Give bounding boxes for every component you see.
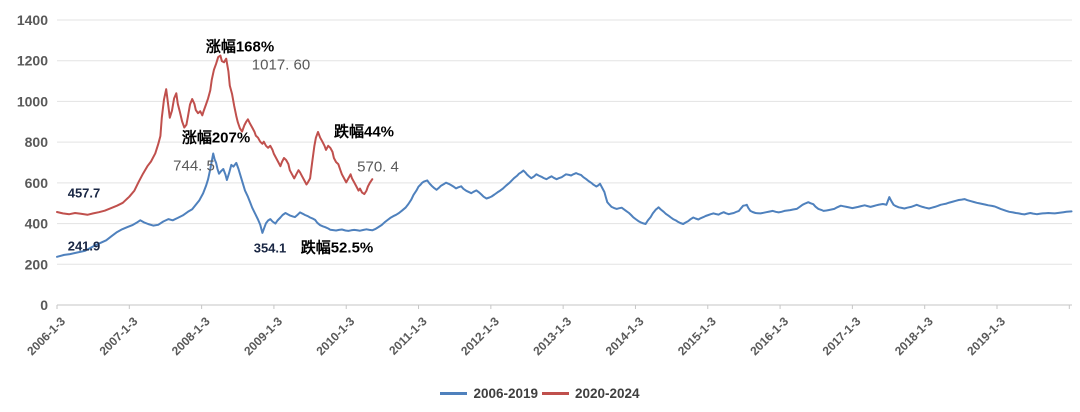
annotation-label: 跌幅44% <box>334 123 394 141</box>
annotation-label: 354.1 <box>254 241 287 256</box>
y-tick-label: 1000 <box>17 93 48 109</box>
legend-item-2020-2024: 2020-2024 <box>542 386 640 401</box>
annotation-label: 570. 4 <box>357 159 399 176</box>
red-line-swatch-icon <box>542 392 569 395</box>
x-tick-label: 2007-1-3 <box>97 314 141 358</box>
y-tick-label: 0 <box>40 297 48 313</box>
series-line-2006-2019 <box>56 152 1073 258</box>
y-tick-label: 800 <box>25 134 49 150</box>
annotation-label: 1017. 60 <box>252 57 310 74</box>
x-tick-label: 2009-1-3 <box>241 314 285 358</box>
legend-item-2006-2019: 2006-2019 <box>440 386 538 401</box>
annotation-label: 241.9 <box>68 239 101 254</box>
legend-label: 2020-2024 <box>575 386 640 401</box>
y-tick-label: 1400 <box>17 12 48 28</box>
x-tick-label: 2016-1-3 <box>747 314 791 358</box>
y-tick-label: 600 <box>25 175 49 191</box>
annotation-label: 涨幅207% <box>182 129 250 147</box>
x-tick-label: 2019-1-3 <box>964 314 1008 358</box>
x-tick-label: 2010-1-3 <box>313 314 357 358</box>
x-tick-label: 2017-1-3 <box>820 314 864 358</box>
annotation-label: 跌幅52.5% <box>301 239 374 257</box>
legend-label: 2006-2019 <box>473 386 538 401</box>
blue-line-swatch-icon <box>440 392 468 395</box>
x-tick-label: 2011-1-3 <box>386 314 430 358</box>
series-line-2020-2024 <box>56 54 374 216</box>
x-tick-label: 2006-1-3 <box>24 314 68 358</box>
x-tick-label: 2018-1-3 <box>892 314 936 358</box>
x-tick-label: 2015-1-3 <box>675 314 719 358</box>
x-tick-label: 2013-1-3 <box>530 314 574 358</box>
chart-legend: 2006-2019 2020-2024 <box>0 386 1080 401</box>
annotation-label: 涨幅168% <box>206 38 274 56</box>
x-tick-label: 2008-1-3 <box>169 314 213 358</box>
annotation-label: 744. 5 <box>173 158 215 175</box>
annotation-label: 457.7 <box>68 186 101 201</box>
y-tick-label: 1200 <box>17 53 48 69</box>
y-tick-label: 400 <box>25 216 49 232</box>
x-tick-label: 2014-1-3 <box>603 314 647 358</box>
y-tick-label: 200 <box>25 256 49 272</box>
x-tick-label: 2012-1-3 <box>458 314 502 358</box>
